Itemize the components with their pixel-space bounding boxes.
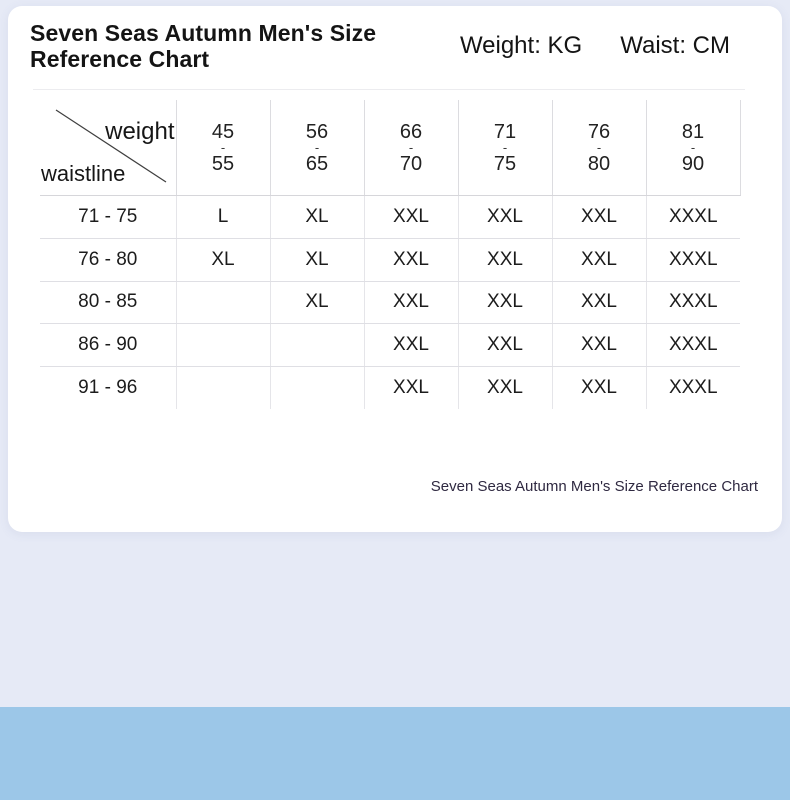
weight-range-header: 45 - 55 bbox=[176, 100, 271, 196]
range-to: 70 bbox=[399, 152, 423, 175]
size-cell: XXL bbox=[364, 238, 459, 282]
size-cell: XXL bbox=[364, 366, 459, 409]
size-cell: XXL bbox=[552, 323, 647, 368]
range-to: 75 bbox=[493, 152, 517, 175]
size-cell: XXL bbox=[458, 238, 553, 282]
bottom-blue-band bbox=[0, 707, 790, 800]
page-title: Seven Seas Autumn Men's Size Reference C… bbox=[30, 20, 377, 72]
size-cell: XXL bbox=[458, 366, 553, 409]
table-row: 91 - 96 XXL XXL XXL XXXL bbox=[40, 366, 740, 409]
weight-range: 76 - 80 bbox=[553, 122, 646, 174]
weight-range-header: 71 - 75 bbox=[458, 100, 553, 196]
table-row: 80 - 85 XL XXL XXL XXL XXXL bbox=[40, 281, 740, 325]
range-separator: - bbox=[408, 139, 414, 155]
waistline-range-cell: 86 - 90 bbox=[40, 323, 177, 368]
size-cell: XXL bbox=[458, 195, 553, 239]
size-cell: XL bbox=[176, 238, 271, 282]
units-row: Weight: KG Waist: CM bbox=[460, 20, 730, 60]
size-cell bbox=[270, 366, 365, 409]
range-from: 66 bbox=[399, 120, 423, 143]
corner-header-cell: weight waistline bbox=[40, 100, 177, 196]
size-cell: XXL bbox=[364, 281, 459, 325]
size-cell: XXXL bbox=[646, 238, 740, 282]
waistline-range-cell: 91 - 96 bbox=[40, 366, 177, 409]
range-from: 71 bbox=[493, 120, 517, 143]
range-from: 76 bbox=[587, 120, 611, 143]
size-chart-card: Seven Seas Autumn Men's Size Reference C… bbox=[8, 6, 782, 532]
table-header-row: weight waistline 45 - 55 56 - bbox=[40, 100, 741, 196]
weight-range: 45 - 55 bbox=[177, 122, 270, 174]
range-to: 65 bbox=[305, 152, 329, 175]
weight-range-header: 81 - 90 bbox=[646, 100, 741, 196]
size-cell: XXL bbox=[552, 238, 647, 282]
weight-range: 81 - 90 bbox=[647, 122, 740, 174]
range-separator: - bbox=[502, 139, 508, 155]
size-cell: XL bbox=[270, 281, 365, 325]
range-separator: - bbox=[314, 139, 320, 155]
size-cell: L bbox=[176, 195, 271, 239]
size-cell: XXXL bbox=[646, 281, 740, 325]
corner-weight-label: weight bbox=[105, 118, 175, 145]
size-cell bbox=[176, 366, 271, 409]
size-cell: XXL bbox=[458, 323, 553, 368]
size-cell: XL bbox=[270, 195, 365, 239]
waist-unit-label: Waist: CM bbox=[620, 32, 730, 59]
waistline-range-cell: 80 - 85 bbox=[40, 281, 177, 325]
weight-range-header: 66 - 70 bbox=[364, 100, 459, 196]
diagonal-line bbox=[55, 109, 167, 183]
size-reference-table: weight waistline 45 - 55 56 - bbox=[40, 100, 741, 409]
weight-range: 71 - 75 bbox=[459, 122, 552, 174]
waistline-range-cell: 71 - 75 bbox=[40, 195, 177, 239]
waistline-range-cell: 76 - 80 bbox=[40, 238, 177, 282]
range-from: 56 bbox=[305, 120, 329, 143]
size-cell: XXL bbox=[458, 281, 553, 325]
weight-range-header: 56 - 65 bbox=[270, 100, 365, 196]
weight-range-header: 76 - 80 bbox=[552, 100, 647, 196]
size-cell: XXXL bbox=[646, 195, 740, 239]
size-cell: XXXL bbox=[646, 323, 740, 368]
range-separator: - bbox=[596, 139, 602, 155]
size-cell: XXL bbox=[552, 366, 647, 409]
size-cell bbox=[176, 323, 271, 368]
range-separator: - bbox=[690, 139, 696, 155]
card-header: Seven Seas Autumn Men's Size Reference C… bbox=[8, 6, 782, 72]
table-row: 86 - 90 XXL XXL XXL XXXL bbox=[40, 323, 740, 368]
table-row: 71 - 75 L XL XXL XXL XXL XXXL bbox=[40, 195, 740, 239]
size-cell: XXL bbox=[552, 281, 647, 325]
range-to: 80 bbox=[587, 152, 611, 175]
size-cell bbox=[270, 323, 365, 368]
weight-range: 56 - 65 bbox=[271, 122, 364, 174]
range-from: 81 bbox=[681, 120, 705, 143]
card-caption: Seven Seas Autumn Men's Size Reference C… bbox=[430, 478, 758, 495]
weight-range: 66 - 70 bbox=[365, 122, 458, 174]
range-from: 45 bbox=[211, 120, 235, 143]
size-cell: XXL bbox=[552, 195, 647, 239]
range-to: 55 bbox=[211, 152, 235, 175]
size-cell: XXXL bbox=[668, 377, 718, 399]
size-cell: XXL bbox=[364, 195, 459, 239]
table-row: 76 - 80 XL XL XXL XXL XXL XXXL bbox=[40, 238, 740, 282]
title-divider bbox=[33, 89, 745, 90]
range-separator: - bbox=[220, 139, 226, 155]
range-to: 90 bbox=[681, 152, 705, 175]
size-cell bbox=[176, 281, 271, 325]
size-cell: XL bbox=[270, 238, 365, 282]
corner-waistline-label: waistline bbox=[41, 161, 126, 186]
weight-unit-label: Weight: KG bbox=[459, 32, 583, 59]
size-cell: XXL bbox=[364, 323, 459, 368]
